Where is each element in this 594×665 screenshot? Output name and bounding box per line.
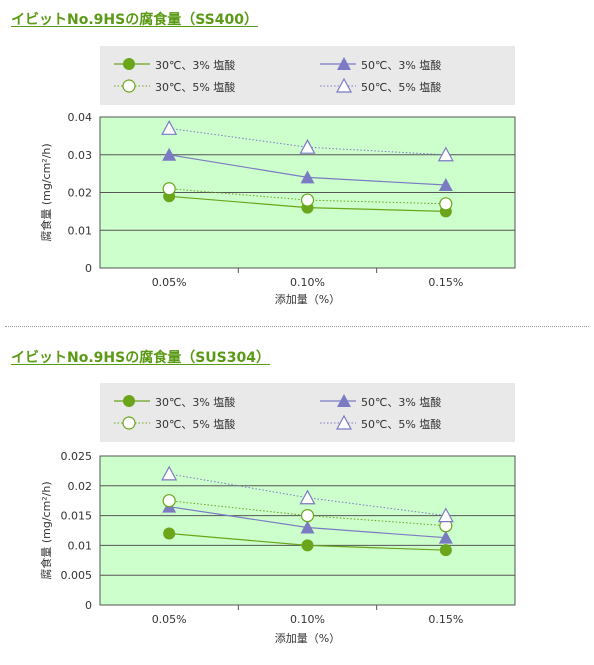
x-axis-label: 添加量（%） — [275, 631, 340, 645]
x-tick-label: 0.15% — [428, 276, 463, 289]
x-tick-label: 0.15% — [428, 613, 463, 626]
legend-marker-green-open-circle — [114, 416, 150, 430]
legend-marker-green-open-circle — [114, 79, 150, 93]
legend-marker-purple-open-triangle — [320, 77, 356, 93]
data-point-triangle — [161, 120, 178, 135]
y-tick-label: 0.015 — [61, 510, 93, 523]
y-tick-label: 0.005 — [61, 569, 93, 582]
data-point-circle — [162, 182, 176, 196]
x-tick-label: 0.05% — [152, 613, 187, 626]
series-line — [169, 188, 446, 205]
chart-title-sus304: イビットNo.9HSの腐食量（SUS304） — [11, 350, 270, 366]
legend-label: 30℃、5% 塩酸 — [155, 418, 236, 431]
line-chart-ss400: 0 0.01 0.02 0.03 0.04 0.05% 0.10% 0.15% 添加量（%） 腐食… — [39, 111, 516, 306]
chart-title-ss400: イビットNo.9HSの腐食量（SS400） — [11, 12, 258, 28]
legend-label: 50℃、3% 塩酸 — [361, 59, 442, 72]
x-axis-label: 添加量（%） — [275, 292, 340, 306]
data-point-triangle — [437, 146, 454, 162]
y-tick-label: 0 — [85, 262, 92, 275]
data-point-circle — [163, 527, 176, 540]
y-tick-label: 0.02 — [68, 187, 93, 200]
legend-label: 30℃、3% 塩酸 — [155, 59, 236, 72]
x-tick-label: 0.05% — [152, 276, 187, 289]
data-point-triangle — [300, 170, 315, 184]
legend-marker-green-filled-circle — [114, 395, 150, 407]
chart-section-ss400: イビットNo.9HSの腐食量（SS400） 30℃、3% 塩酸 50℃、3% 塩… — [0, 0, 594, 326]
data-point-triangle — [161, 465, 178, 481]
legend-marker-purple-filled-triangle — [320, 394, 356, 407]
y-tick-label: 0.01 — [68, 539, 93, 552]
data-point-triangle — [438, 530, 453, 544]
y-tick-label: 0.01 — [68, 224, 93, 237]
data-point-triangle — [300, 520, 315, 534]
legend-ss400: 30℃、3% 塩酸 50℃、3% 塩酸 30℃、5% 塩酸 50℃、5% 塩酸 — [100, 46, 515, 105]
y-tick-label: 0.04 — [68, 111, 93, 124]
legend-label: 50℃、5% 塩酸 — [361, 418, 442, 431]
y-axis-label: 腐食量 (mg/cm²/h) — [39, 481, 53, 579]
x-tick-label: 0.10% — [290, 276, 325, 289]
chart-section-sus304: イビットNo.9HSの腐食量（SUS304） 30℃、3% 塩酸 50℃、3% … — [0, 336, 594, 665]
y-axis-label: 腐食量 (mg/cm²/h) — [39, 143, 53, 241]
legend-label: 50℃、3% 塩酸 — [361, 396, 442, 409]
series-line — [169, 127, 446, 156]
legend-marker-green-filled-circle — [114, 58, 150, 70]
data-point-triangle — [162, 147, 177, 161]
data-point-triangle — [438, 177, 453, 191]
legend-sus304: 30℃、3% 塩酸 50℃、3% 塩酸 30℃、5% 塩酸 50℃、5% 塩酸 — [100, 383, 515, 442]
legend-label: 50℃、5% 塩酸 — [361, 81, 442, 94]
series-line — [169, 500, 446, 527]
y-tick-label: 0.02 — [68, 480, 93, 493]
section-divider — [5, 326, 589, 327]
data-point-circle — [439, 197, 453, 211]
data-point-circle — [301, 539, 314, 552]
data-point-triangle — [299, 138, 316, 154]
x-tick-label: 0.10% — [290, 613, 325, 626]
legend-marker-purple-filled-triangle — [320, 57, 356, 70]
data-point-triangle — [299, 489, 316, 505]
y-tick-label: 0 — [85, 599, 92, 612]
legend-label: 30℃、5% 塩酸 — [155, 81, 236, 94]
data-point-circle — [300, 193, 315, 207]
data-point-circle — [300, 509, 315, 523]
legend-label: 30℃、3% 塩酸 — [155, 396, 236, 409]
data-point-circle — [162, 494, 176, 508]
y-tick-label: 0.025 — [61, 450, 93, 463]
line-chart-sus304: 0 0.005 0.01 0.015 0.02 0.025 0.05% 0.10% 0.15% 添… — [39, 450, 516, 645]
data-point-triangle — [437, 507, 454, 523]
data-point-circle — [439, 544, 452, 557]
legend-marker-purple-open-triangle — [320, 414, 356, 430]
y-tick-label: 0.03 — [68, 149, 93, 162]
